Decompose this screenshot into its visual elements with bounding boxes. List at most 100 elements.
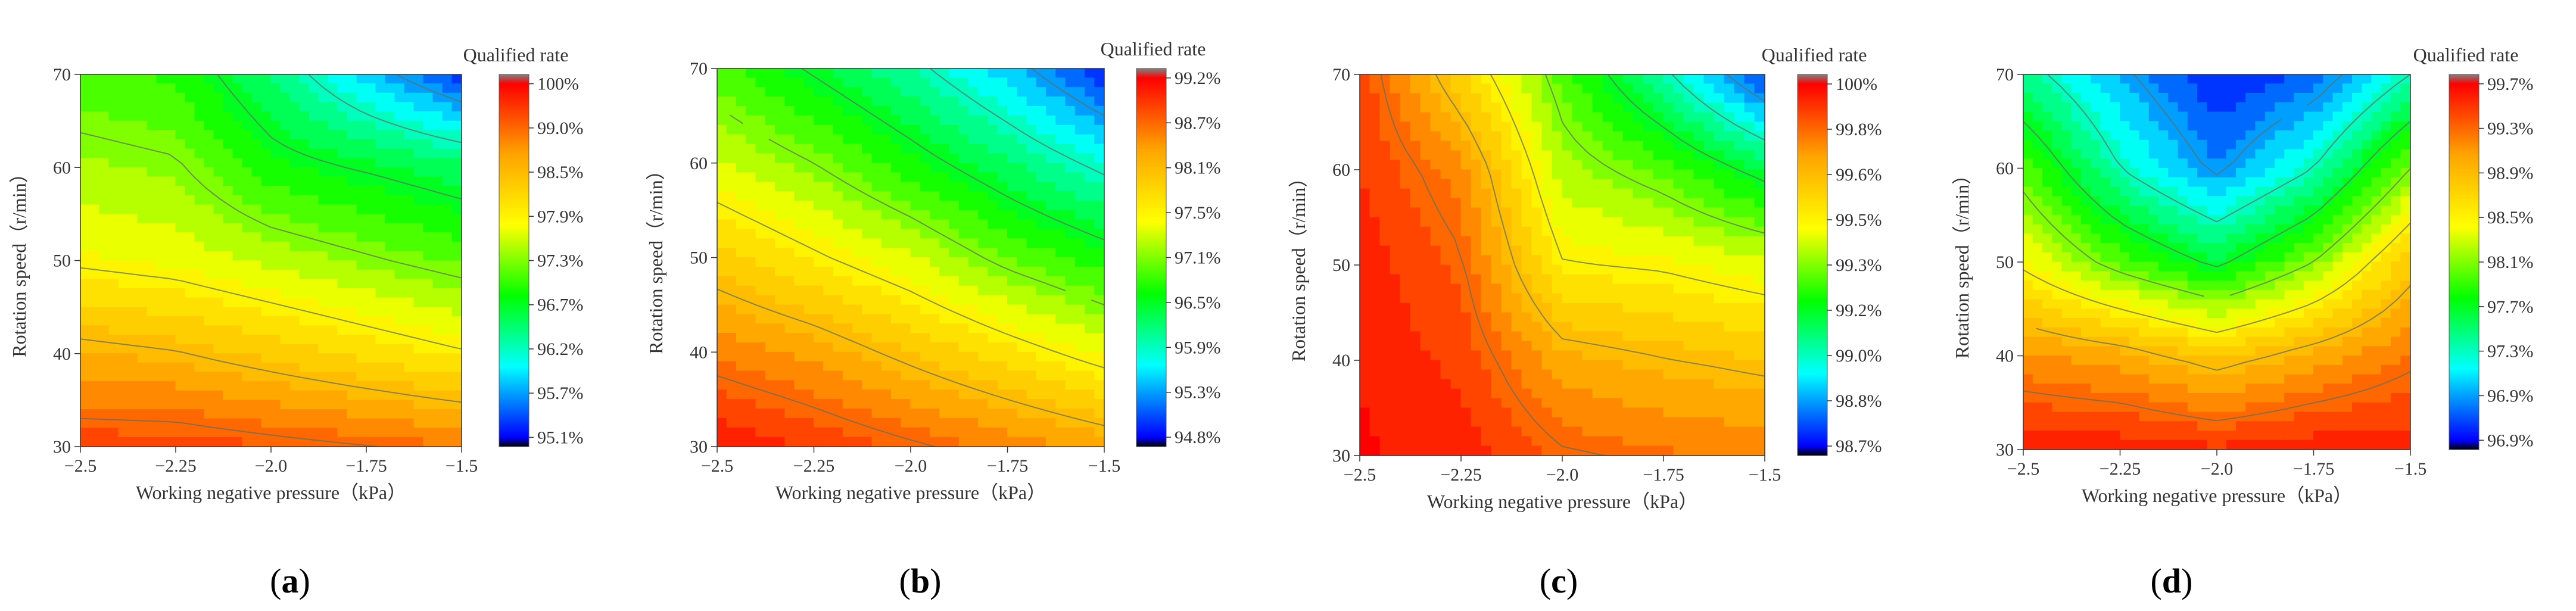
y-tick-label: 70 bbox=[1332, 65, 1350, 85]
contour-cell bbox=[413, 195, 424, 205]
contour-cell bbox=[1460, 350, 1472, 361]
contour-cell bbox=[223, 316, 233, 326]
contour-cell bbox=[1420, 407, 1431, 418]
contour-cell bbox=[1521, 369, 1532, 380]
contour-cell bbox=[270, 307, 281, 317]
contour-cell bbox=[1046, 437, 1057, 447]
contour-cell bbox=[1471, 417, 1482, 428]
contour-cell bbox=[1541, 264, 1553, 275]
contour-cell bbox=[1440, 102, 1451, 113]
contour-cell bbox=[1693, 150, 1705, 161]
contour-cell bbox=[881, 409, 892, 419]
contour-cell bbox=[1714, 112, 1725, 123]
contour-cell bbox=[156, 381, 167, 391]
contour-cell bbox=[881, 342, 892, 353]
contour-cell bbox=[949, 87, 960, 98]
contour-cell bbox=[156, 288, 167, 298]
contour-cell bbox=[736, 304, 747, 315]
contour-cell bbox=[289, 195, 300, 205]
contour-cell bbox=[1622, 74, 1634, 85]
contour-cell bbox=[89, 120, 100, 131]
contour-cell bbox=[1703, 264, 1715, 275]
contour-cell bbox=[261, 288, 272, 298]
contour-cell bbox=[1390, 93, 1401, 104]
contour-cell bbox=[185, 297, 195, 308]
contour-cell bbox=[213, 307, 224, 317]
contour-cell bbox=[901, 351, 911, 362]
contour-cell bbox=[204, 92, 214, 103]
contour-cell bbox=[280, 362, 291, 373]
contour-cell bbox=[881, 389, 892, 400]
contour-cell bbox=[726, 437, 737, 447]
contour-cell bbox=[1501, 417, 1512, 428]
contour-cell bbox=[1369, 379, 1381, 389]
contour-cell bbox=[1744, 388, 1755, 399]
contour-cell bbox=[423, 195, 434, 205]
contour-cell bbox=[910, 115, 921, 126]
contour-cell bbox=[1602, 188, 1613, 199]
contour-cell bbox=[251, 362, 262, 373]
contour-cell bbox=[746, 333, 756, 344]
contour-cell bbox=[432, 120, 443, 131]
contour-cell bbox=[1471, 198, 1482, 208]
contour-cell bbox=[166, 362, 176, 373]
contour-cell bbox=[823, 295, 834, 306]
contour-cell bbox=[1612, 236, 1624, 247]
contour-cell bbox=[423, 428, 434, 438]
contour-cell bbox=[910, 276, 921, 286]
contour-cell bbox=[1653, 102, 1664, 113]
contour-cell bbox=[833, 314, 843, 325]
contour-cell bbox=[871, 409, 882, 419]
contour-cell bbox=[223, 409, 233, 419]
contour-cell bbox=[852, 323, 863, 334]
contour-cell bbox=[794, 96, 805, 107]
contour-cell bbox=[1450, 169, 1462, 180]
contour-cell bbox=[978, 96, 989, 107]
contour-cell bbox=[1400, 417, 1411, 428]
contour-cell bbox=[988, 417, 998, 428]
contour-cell bbox=[1531, 121, 1543, 132]
contour-cell bbox=[862, 380, 873, 391]
contour-cell bbox=[299, 92, 310, 103]
contour-cell bbox=[185, 362, 195, 373]
contour-cell bbox=[1683, 102, 1695, 113]
contour-cell bbox=[166, 83, 176, 93]
contour-cell bbox=[871, 68, 882, 79]
contour-cell bbox=[156, 195, 167, 205]
contour-cell bbox=[1450, 188, 1462, 199]
contour-cell bbox=[930, 314, 940, 325]
contour-cell bbox=[717, 295, 727, 306]
contour-cell bbox=[80, 241, 91, 252]
contour-cell bbox=[289, 176, 300, 187]
contour-cell bbox=[1430, 160, 1441, 170]
contour-cell bbox=[1693, 436, 1705, 447]
contour-cell bbox=[1744, 150, 1755, 161]
contour-cell bbox=[1094, 134, 1104, 145]
contour-cell bbox=[1582, 417, 1593, 428]
contour-cell bbox=[1094, 285, 1104, 296]
colorbar-label: 98.5% bbox=[537, 163, 584, 182]
contour-cell bbox=[997, 266, 1008, 277]
contour-cell bbox=[1420, 131, 1431, 142]
contour-cell bbox=[347, 390, 357, 401]
contour-cell bbox=[1562, 131, 1573, 142]
contour-cell bbox=[1400, 245, 1411, 256]
contour-cell bbox=[1450, 179, 1462, 189]
contour-cell bbox=[375, 353, 386, 364]
y-tick-label: 60 bbox=[53, 158, 71, 177]
contour-cell bbox=[1481, 350, 1492, 361]
contour-cell bbox=[118, 437, 129, 447]
contour-cell bbox=[1007, 153, 1018, 164]
contour-cell bbox=[156, 130, 167, 141]
contour-cell bbox=[251, 213, 262, 224]
contour-cell bbox=[775, 295, 786, 306]
contour-cell bbox=[871, 182, 882, 192]
contour-cell bbox=[988, 399, 998, 410]
contour-cell bbox=[1612, 93, 1624, 104]
contour-cell bbox=[1420, 398, 1431, 409]
contour-cell bbox=[1521, 112, 1532, 123]
contour-cell bbox=[784, 134, 795, 145]
contour-cell bbox=[166, 325, 176, 336]
contour-cell bbox=[261, 437, 272, 447]
contour-cell bbox=[318, 167, 329, 177]
